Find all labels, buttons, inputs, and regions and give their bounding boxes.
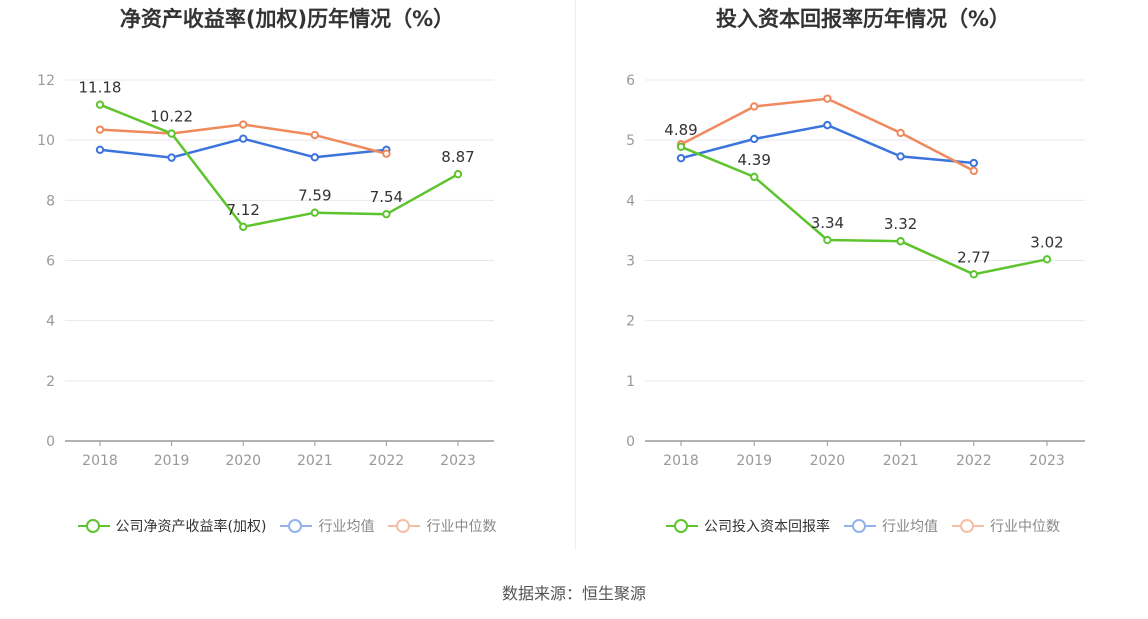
x-tick-label: 2022 bbox=[369, 453, 405, 469]
data-point bbox=[239, 222, 248, 232]
data-point bbox=[310, 153, 319, 162]
panel-divider bbox=[575, 0, 576, 550]
legend-item-industry-average[interactable]: 行业均值 bbox=[844, 516, 938, 536]
data-label: 8.87 bbox=[441, 148, 474, 166]
legend-line-marker-icon bbox=[280, 518, 313, 534]
legend-label: 行业均值 bbox=[882, 519, 938, 535]
data-label: 11.18 bbox=[79, 79, 122, 97]
chart-title: 投入资本回报率历年情况（%） bbox=[715, 7, 1011, 31]
data-point bbox=[310, 130, 319, 140]
legend-line-marker-icon bbox=[666, 518, 698, 534]
x-tick-label: 2018 bbox=[82, 453, 118, 469]
x-tick-label: 2019 bbox=[154, 453, 190, 469]
data-point bbox=[167, 153, 176, 162]
data-point bbox=[750, 134, 759, 144]
legend-line-marker-icon bbox=[844, 518, 876, 534]
data-point bbox=[823, 94, 832, 103]
data-point bbox=[95, 125, 105, 134]
data-label: 7.59 bbox=[298, 187, 331, 205]
chart-title: 净资产收益率(加权)历年情况（%） bbox=[119, 7, 455, 31]
data-point bbox=[896, 152, 905, 161]
data-point bbox=[382, 149, 391, 158]
x-tick-label: 2018 bbox=[663, 453, 699, 469]
y-tick-label: 2 bbox=[626, 314, 635, 330]
data-label: 3.34 bbox=[811, 214, 844, 232]
x-tick-label: 2022 bbox=[956, 453, 992, 469]
chart-panel-roic: 投入资本回报率历年情况（%） 0 1 2 3 4 5 6 2018 2019 2020 2021 20… bbox=[576, 0, 1148, 560]
legend-label: 公司投入资本回报率 bbox=[704, 519, 830, 535]
x-tick-label: 2019 bbox=[736, 453, 772, 469]
legend-item-industry-median[interactable]: 行业中位数 bbox=[388, 516, 496, 536]
y-tick-label: 6 bbox=[46, 254, 55, 270]
data-point bbox=[167, 129, 176, 138]
series-line bbox=[680, 145, 1048, 276]
data-point bbox=[969, 270, 978, 279]
y-tick-label: 4 bbox=[46, 314, 55, 330]
y-tick-label: 2 bbox=[46, 374, 55, 390]
legend-item-industry-average[interactable]: 行业均值 bbox=[280, 516, 374, 536]
data-label: 2.77 bbox=[957, 248, 990, 266]
data-point bbox=[1042, 255, 1052, 264]
legend: 公司净资产收益率(加权) 行业均值 行业中位数 bbox=[0, 516, 574, 536]
line-chart-roic: 0 1 2 3 4 5 6 2018 2019 2020 2021 2022 2023 4.89 4.39 3… bbox=[626, 73, 1085, 469]
data-label: 7.12 bbox=[226, 201, 259, 219]
x-tick-label: 2023 bbox=[1029, 453, 1065, 469]
x-tick-label: 2021 bbox=[883, 453, 919, 469]
data-label: 3.32 bbox=[884, 215, 917, 233]
data-point bbox=[896, 128, 905, 138]
legend-line-marker-icon bbox=[388, 518, 421, 534]
data-label: 4.39 bbox=[737, 151, 770, 169]
legend-item-company[interactable]: 公司净资产收益率(加权) bbox=[77, 516, 267, 536]
legend: 公司投入资本回报率 行业均值 行业中位数 bbox=[576, 516, 1148, 536]
series-line bbox=[680, 123, 974, 165]
data-point bbox=[95, 145, 105, 154]
legend-item-company[interactable]: 公司投入资本回报率 bbox=[666, 516, 830, 536]
legend-label: 行业均值 bbox=[318, 519, 375, 535]
y-tick-label: 8 bbox=[46, 193, 55, 209]
data-point bbox=[382, 209, 391, 219]
y-tick-label: 0 bbox=[46, 434, 55, 450]
data-point bbox=[676, 154, 686, 163]
data-point bbox=[676, 142, 686, 151]
y-tick-label: 12 bbox=[37, 73, 55, 89]
data-label: 3.02 bbox=[1030, 233, 1063, 251]
data-point bbox=[823, 235, 832, 245]
data-point bbox=[969, 166, 978, 176]
data-source-note: 数据来源：恒生聚源 bbox=[501, 584, 646, 603]
x-tick-label: 2020 bbox=[225, 453, 261, 469]
data-label: 4.89 bbox=[664, 121, 697, 139]
legend-label: 公司净资产收益率(加权) bbox=[115, 519, 267, 535]
data-point bbox=[750, 102, 759, 111]
y-tick-label: 0 bbox=[626, 434, 635, 450]
data-point bbox=[239, 134, 248, 143]
y-tick-label: 10 bbox=[37, 133, 55, 149]
legend-label: 行业中位数 bbox=[990, 519, 1060, 535]
series-line bbox=[99, 103, 459, 229]
y-tick-label: 6 bbox=[626, 73, 635, 89]
x-tick-label: 2021 bbox=[297, 453, 333, 469]
x-tick-label: 2023 bbox=[440, 453, 476, 469]
data-label: 7.54 bbox=[370, 188, 403, 206]
y-tick-label: 1 bbox=[626, 374, 635, 390]
data-label: 10.22 bbox=[150, 108, 193, 126]
y-tick-label: 4 bbox=[626, 193, 635, 209]
y-tick-label: 3 bbox=[626, 254, 635, 270]
data-point bbox=[453, 169, 463, 179]
data-point bbox=[823, 120, 832, 130]
x-tick-label: 2020 bbox=[810, 453, 846, 469]
legend-line-marker-icon bbox=[77, 518, 110, 534]
line-chart-roe: 0 2 4 6 8 10 12 2018 2019 2020 2021 2022 2023 11.18 10… bbox=[37, 73, 494, 469]
legend-item-industry-median[interactable]: 行业中位数 bbox=[952, 516, 1060, 536]
data-point bbox=[310, 208, 319, 217]
data-point bbox=[239, 120, 248, 129]
data-point bbox=[969, 158, 978, 168]
y-tick-label: 5 bbox=[626, 133, 635, 149]
data-point bbox=[750, 172, 759, 182]
legend-label: 行业中位数 bbox=[426, 519, 497, 535]
data-point bbox=[896, 237, 905, 246]
chart-panel-roe: 净资产收益率(加权)历年情况（%） 0 2 4 6 8 10 12 2018 2019 2020 2… bbox=[0, 0, 574, 560]
data-point bbox=[95, 100, 105, 109]
legend-line-marker-icon bbox=[952, 518, 984, 534]
